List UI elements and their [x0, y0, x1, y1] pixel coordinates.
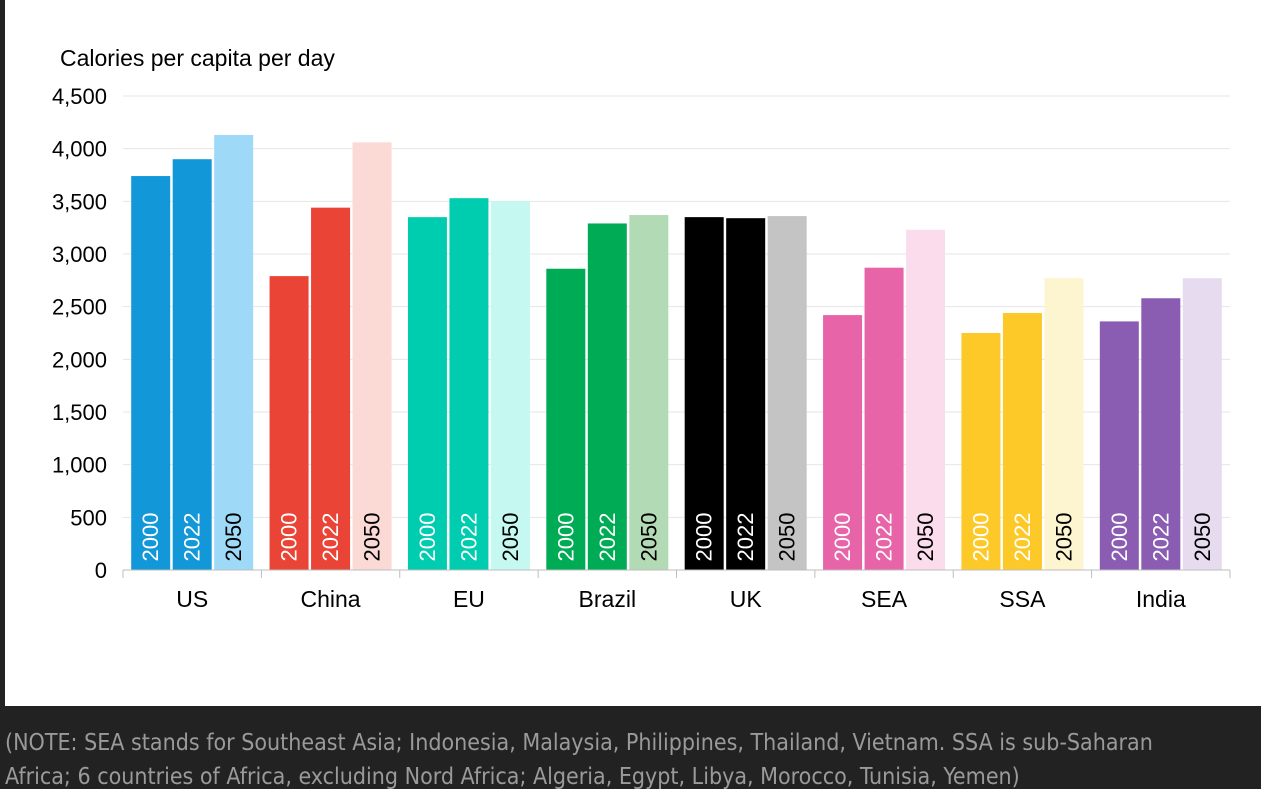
bar-brazil-2050 — [629, 215, 669, 570]
bar-uk-2050 — [767, 216, 807, 570]
x-category-label: US — [176, 586, 208, 612]
bar-year-label: 2050 — [775, 513, 800, 562]
y-tick-label: 0 — [95, 558, 107, 583]
bar-year-label: 2000 — [830, 513, 855, 562]
bar-eu-2022 — [449, 198, 489, 570]
bar-year-label: 2000 — [553, 513, 578, 562]
bar-india-2050 — [1182, 278, 1222, 570]
bar-year-label: 2022 — [318, 513, 343, 562]
bar-year-label: 2000 — [415, 513, 440, 562]
bar-year-label: 2050 — [360, 513, 385, 562]
bar-year-label: 2022 — [1010, 513, 1035, 562]
y-tick-label: 2,000 — [52, 347, 107, 372]
bar-year-label: 2000 — [277, 513, 302, 562]
bar-year-label: 2050 — [636, 513, 661, 562]
y-tick-label: 500 — [70, 505, 107, 530]
bar-us-2050 — [214, 134, 254, 570]
bar-us-2022 — [172, 159, 212, 570]
bar-year-label: 2022 — [456, 513, 481, 562]
x-category-label: EU — [453, 586, 485, 612]
bar-year-label: 2000 — [138, 513, 163, 562]
y-tick-label: 1,500 — [52, 400, 107, 425]
bar-year-label: 2022 — [595, 513, 620, 562]
footnote-line-1: (NOTE: SEA stands for Southeast Asia; In… — [5, 731, 1153, 756]
y-tick-label: 2,500 — [52, 295, 107, 320]
bar-sea-2022 — [864, 267, 904, 570]
bars: 2000 2022 2050 2000 2022 2050 2000 2022 2050 2000… — [131, 134, 1222, 571]
x-category-label: SEA — [861, 586, 908, 612]
bar-year-label: 2050 — [1051, 513, 1076, 562]
bar-us-2000 — [131, 176, 171, 570]
bar-ssa-2000 — [961, 333, 1001, 570]
bar-year-label: 2000 — [692, 513, 717, 562]
bar-china-2000 — [269, 276, 309, 570]
footnote-line-2: Africa; 6 countries of Africa, excluding… — [5, 764, 1020, 789]
bar-year-label: 2050 — [913, 513, 938, 562]
footnote: (NOTE: SEA stands for Southeast Asia; In… — [5, 731, 1261, 789]
bar-year-label: 2022 — [872, 513, 897, 562]
bar-year-label: 2050 — [221, 513, 246, 562]
bar-india-2000 — [1099, 321, 1139, 570]
bar-ssa-2022 — [1002, 312, 1042, 570]
bar-brazil-2000 — [546, 268, 586, 570]
bar-year-label: 2000 — [1107, 513, 1132, 562]
bar-eu-2050 — [490, 201, 530, 571]
bar-uk-2022 — [726, 218, 766, 571]
bar-sea-2000 — [823, 315, 863, 570]
bar-year-label: 2050 — [1190, 513, 1215, 562]
bar-chart: Calories per capita per day 0 500 1,000 1,5… — [52, 45, 1231, 612]
bar-year-label: 2022 — [733, 513, 758, 562]
bar-ssa-2050 — [1044, 278, 1084, 570]
x-category-label: SSA — [999, 586, 1046, 612]
y-tick-label: 4,500 — [52, 84, 107, 109]
bar-india-2022 — [1141, 298, 1181, 570]
bar-year-label: 2050 — [498, 513, 523, 562]
x-category-label: China — [301, 586, 361, 612]
bar-brazil-2022 — [587, 223, 627, 570]
bar-year-label: 2022 — [180, 513, 205, 562]
bar-sea-2050 — [906, 229, 946, 571]
bar-eu-2000 — [407, 217, 447, 570]
y-tick-label: 3,500 — [52, 189, 107, 214]
x-category-label: UK — [730, 586, 763, 612]
y-tick-label: 1,000 — [52, 453, 107, 478]
chart-panel: Calories per capita per day 0 500 1,000 1,5… — [5, 0, 1261, 706]
y-axis-label: Calories per capita per day — [60, 45, 335, 71]
bar-china-2050 — [352, 142, 392, 570]
bar-china-2022 — [311, 207, 351, 571]
bar-uk-2000 — [684, 217, 724, 570]
x-category-label: Brazil — [579, 586, 637, 612]
x-category-label: India — [1136, 586, 1186, 612]
y-tick-label: 3,000 — [52, 242, 107, 267]
bar-year-label: 2000 — [968, 513, 993, 562]
x-axis: US China EU Brazil UK SEA SSA India — [122, 569, 1231, 612]
bar-year-label: 2022 — [1148, 513, 1173, 562]
y-tick-label: 4,000 — [52, 137, 107, 162]
y-axis-ticks: 0 500 1,000 1,500 2,000 2,500 3,000 3,500 4,000 4… — [52, 84, 107, 583]
